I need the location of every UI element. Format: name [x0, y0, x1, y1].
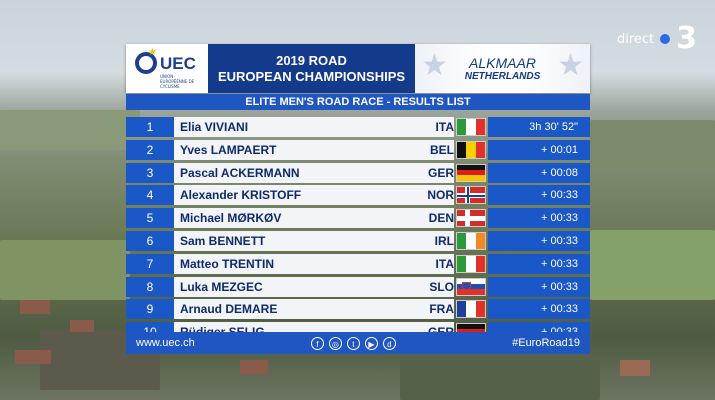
nation-code: FRA — [429, 302, 454, 317]
flag-ita-icon — [456, 118, 486, 136]
nation-code: ITA — [435, 256, 454, 271]
youtube-icon[interactable]: ▶ — [364, 336, 378, 350]
rider-cell: Sam BENNETT IRL — [174, 230, 454, 251]
nation-code: DEN — [428, 211, 454, 226]
nation-code: BEL — [430, 142, 454, 157]
broadcaster-label: direct — [616, 31, 655, 47]
rank: 8 — [126, 276, 174, 297]
flag-den-icon — [456, 209, 486, 228]
social-icons: f ◎ t ▶ d — [310, 336, 396, 350]
rank: 3 — [126, 162, 174, 183]
result-row-7: 7 Matteo TRENTIN ITA + 00:33 — [126, 253, 590, 274]
rider-name: Michael MØRKØV — [180, 211, 282, 226]
nation-code: SLO — [429, 279, 454, 294]
results-board: ★ UEC UNION EUROPÉENNE DE CYCLISME 2019 … — [126, 44, 590, 358]
uec-logo-subtext: UNION EUROPÉENNE DE CYCLISME — [160, 74, 195, 89]
finish-time: + 00:33 — [488, 253, 590, 274]
uec-logo-text: UEC — [160, 54, 196, 73]
rank: 9 — [126, 299, 174, 320]
rank: 4 — [126, 185, 174, 206]
venue: ★ ★ ALKMAAR NETHERLANDS — [415, 44, 590, 93]
twitter-icon[interactable]: t — [346, 336, 360, 350]
rank: 2 — [126, 139, 174, 160]
rider-name: Pascal ACKERMANN — [180, 165, 300, 180]
result-row-8: 8 Luka MEZGEC SLO + 00:33 — [126, 276, 590, 297]
nation-code: GER — [427, 165, 454, 180]
rider-cell: Alexander KRISTOFF NOR — [174, 185, 454, 206]
flag-slo-icon — [456, 277, 486, 296]
rider-name: Yves LAMPAERT — [180, 142, 277, 157]
rider-name: Luka MEZGEC — [180, 279, 263, 294]
flag-ger-icon — [456, 163, 486, 182]
finish-time: + 00:33 — [488, 299, 590, 320]
result-row-1: 1 Elia VIVIANI ITA 3h 30' 52" — [126, 117, 590, 137]
uec-ring-icon — [135, 52, 157, 74]
result-row-5: 5 Michael MØRKØV DEN + 00:33 — [126, 208, 590, 229]
finish-time: + 00:33 — [488, 230, 590, 251]
rank: 7 — [126, 253, 174, 274]
rider-name: Elia VIVIANI — [180, 120, 249, 134]
rider-cell: Elia VIVIANI ITA — [174, 117, 454, 137]
rider-name: Alexander KRISTOFF — [180, 188, 302, 203]
flag-irl-icon — [456, 231, 486, 250]
result-row-6: 6 Sam BENNETT IRL + 00:33 — [126, 230, 590, 251]
venue-country: NETHERLANDS — [464, 71, 541, 82]
nation-code: IRL — [434, 233, 454, 248]
instagram-icon[interactable]: ◎ — [328, 336, 342, 350]
rider-cell: Matteo TRENTIN ITA — [174, 253, 454, 274]
results-subtitle: ELITE MEN'S ROAD RACE - RESULTS LIST — [126, 94, 590, 110]
rank: 5 — [126, 208, 174, 229]
rider-name: Sam BENNETT — [180, 233, 266, 248]
finish-time: 3h 30' 52" — [488, 117, 590, 137]
venue-star-icon: ★ — [421, 48, 448, 83]
finish-time: + 00:01 — [488, 139, 590, 160]
finish-time: + 00:08 — [488, 162, 590, 183]
venue-city: ALKMAAR — [469, 55, 536, 71]
event-title: 2019 ROAD EUROPEAN CHAMPIONSHIPS — [208, 44, 415, 93]
flag-ita-icon — [456, 254, 486, 273]
website-link[interactable]: www.uec.ch — [136, 337, 195, 349]
dailymotion-icon[interactable]: d — [382, 336, 396, 350]
finish-time: + 00:33 — [488, 185, 590, 206]
rank: 6 — [126, 230, 174, 251]
rider-cell: Arnaud DEMARE FRA — [174, 299, 454, 320]
result-row-9: 9 Arnaud DEMARE FRA + 00:33 — [126, 299, 590, 320]
event-title-line2: EUROPEAN CHAMPIONSHIPS — [217, 68, 406, 84]
board-header: ★ UEC UNION EUROPÉENNE DE CYCLISME 2019 … — [126, 44, 590, 93]
result-row-4: 4 Alexander KRISTOFF NOR + 00:33 — [126, 185, 590, 206]
rider-cell: Pascal ACKERMANN GER — [174, 162, 454, 183]
rider-cell: Yves LAMPAERT BEL — [174, 139, 454, 160]
flag-bel-icon — [456, 140, 486, 159]
results-list: 1 Elia VIVIANI ITA 3h 30' 52" 2 Yves LAM… — [126, 117, 590, 345]
uec-logo: ★ UEC UNION EUROPÉENNE DE CYCLISME — [126, 44, 208, 93]
rank: 1 — [126, 117, 174, 137]
finish-time: + 00:33 — [488, 208, 590, 229]
rider-cell: Luka MEZGEC SLO — [174, 276, 454, 297]
uec-star-icon: ★ — [148, 47, 157, 58]
result-row-2: 2 Yves LAMPAERT BEL + 00:01 — [126, 139, 590, 160]
rider-cell: Michael MØRKØV DEN — [174, 208, 454, 229]
flag-fra-icon — [456, 300, 486, 319]
nation-code: NOR — [427, 188, 454, 203]
broadcaster-logo: direct 3 — [617, 24, 697, 54]
rider-name: Arnaud DEMARE — [180, 302, 278, 317]
hashtag: #EuroRoad19 — [512, 337, 580, 349]
venue-star-icon: ★ — [557, 48, 584, 83]
nation-code: ITA — [435, 120, 454, 134]
broadcaster-channel-number: 3 — [676, 21, 697, 56]
board-footer: www.uec.ch f ◎ t ▶ d #EuroRoad19 — [126, 332, 590, 354]
facebook-icon[interactable]: f — [310, 336, 324, 350]
event-title-line1: 2019 ROAD — [276, 52, 347, 68]
finish-time: + 00:33 — [488, 276, 590, 297]
rider-name: Matteo TRENTIN — [180, 256, 274, 271]
broadcaster-dot-icon — [660, 34, 671, 44]
flag-nor-icon — [456, 186, 486, 205]
result-row-3: 3 Pascal ACKERMANN GER + 00:08 — [126, 162, 590, 183]
